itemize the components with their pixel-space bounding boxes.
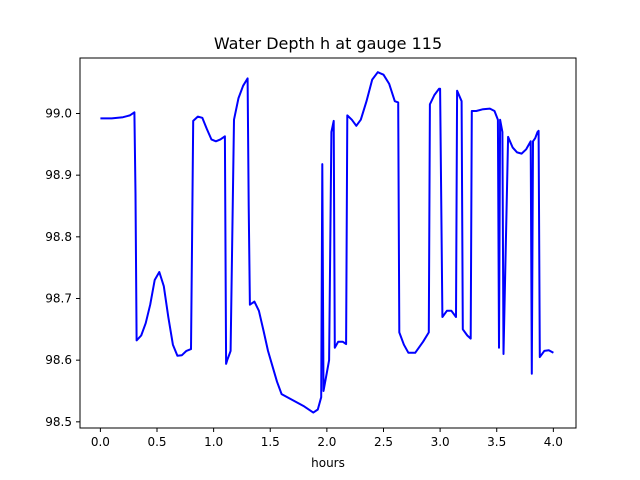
x-tick-label: 3.5: [487, 435, 506, 449]
y-axis-ticks: 98.5 98.6 98.7 98.8 98.9 99.0: [45, 107, 80, 429]
y-tick-label: 98.8: [45, 230, 72, 244]
y-tick-label: 98.7: [45, 292, 72, 306]
plot-frame: [79, 57, 577, 429]
plot-area: [100, 71, 554, 414]
x-tick-label: 4.0: [544, 435, 563, 449]
x-tick-label: 2.5: [374, 435, 393, 449]
y-tick-label: 98.9: [45, 168, 72, 182]
x-tick-label: 3.0: [431, 435, 450, 449]
y-tick-label: 99.0: [45, 107, 72, 121]
x-tick-label: 1.5: [261, 435, 280, 449]
x-tick-label: 0.5: [147, 435, 166, 449]
x-tick-label: 2.0: [317, 435, 336, 449]
chart-title: Water Depth h at gauge 115: [214, 34, 442, 53]
series-line-0: [100, 71, 554, 414]
x-axis-ticks: 0.0 0.5 1.0 1.5 2.0 2.5 3.0 3.5 4.0: [91, 428, 563, 449]
y-tick-label: 98.6: [45, 353, 72, 367]
x-tick-label: 1.0: [204, 435, 223, 449]
x-axis-label: hours: [311, 456, 345, 470]
x-tick-label: 0.0: [91, 435, 110, 449]
y-tick-label: 98.5: [45, 415, 72, 429]
